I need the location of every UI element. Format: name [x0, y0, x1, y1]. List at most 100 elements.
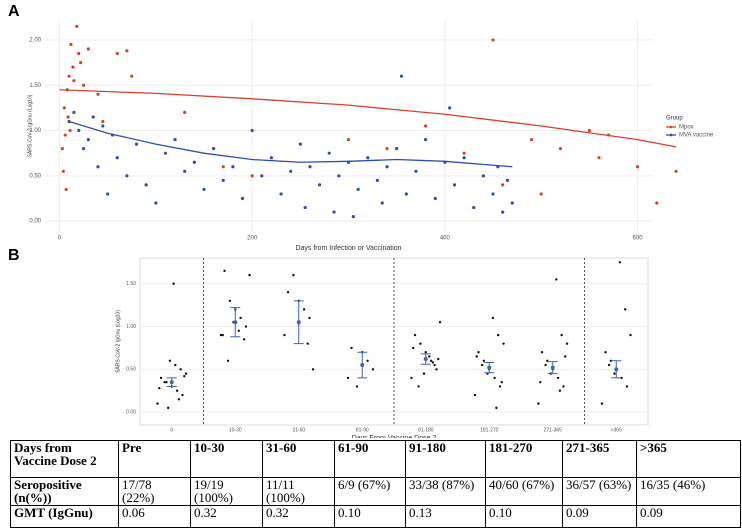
point: [228, 299, 232, 303]
point: [366, 156, 370, 160]
point: [539, 380, 542, 384]
point: [419, 342, 422, 345]
point: [412, 346, 415, 350]
table-cell: 31-60: [262, 440, 335, 478]
table-cell: 0.13: [405, 505, 486, 528]
point: [565, 342, 569, 345]
point: [61, 169, 65, 173]
point: [620, 376, 623, 380]
point: [260, 174, 264, 178]
figure: A B 0.00 0.50 1.00 1.50 2.00 0 200 400 600 Days f…: [8, 3, 714, 438]
point: [448, 106, 452, 110]
table-cell: 0.10: [485, 505, 563, 528]
x-tick-label: 0: [170, 427, 173, 433]
point: [308, 165, 312, 169]
legend-swatch: [669, 125, 673, 129]
point: [433, 363, 436, 367]
point: [562, 385, 565, 388]
point: [125, 49, 129, 53]
point: [101, 124, 105, 128]
point: [493, 376, 496, 380]
x-axis-label: Days From Vaccine Dose 2: [352, 435, 437, 438]
legend-label: MVA vaccine: [679, 133, 714, 139]
point: [371, 368, 375, 371]
point: [422, 372, 426, 375]
point: [587, 128, 591, 133]
table-row: Days from Vaccine Dose 2 Pre 10-30 31-60 61-…: [10, 440, 741, 478]
point: [477, 351, 480, 354]
point: [380, 201, 384, 205]
panel-label: B: [8, 247, 20, 264]
mean: [169, 380, 174, 385]
point: [502, 342, 505, 345]
point: [351, 214, 355, 219]
point: [179, 368, 182, 371]
table-row: Seropositive (n(%)) 17/78 (22%) 19/19 (100…: [10, 477, 741, 506]
x-tick-label: 271-365: [544, 427, 563, 433]
point: [72, 79, 76, 83]
point: [558, 389, 562, 392]
point: [72, 110, 76, 115]
point: [564, 355, 567, 358]
point: [399, 74, 404, 78]
point: [410, 376, 413, 380]
point: [240, 196, 245, 201]
table-cell: 33/38 (87%): [405, 477, 486, 506]
point: [250, 174, 254, 178]
y-tick-label: 0.00: [29, 219, 41, 225]
point: [462, 156, 466, 160]
point: [248, 273, 251, 277]
point: [163, 151, 168, 155]
table-cell: 19/19 (100%): [190, 477, 263, 506]
point: [173, 137, 177, 142]
point: [433, 196, 437, 201]
point: [286, 291, 290, 294]
point: [500, 380, 503, 384]
table-cell: 36/57 (63%): [562, 477, 637, 506]
x-tick-label: 61-90: [356, 427, 369, 433]
point: [163, 380, 166, 384]
point: [505, 178, 510, 182]
point: [283, 333, 286, 337]
point: [158, 386, 161, 390]
point: [69, 42, 73, 47]
table-cell: 91-180: [405, 440, 486, 478]
point: [77, 128, 81, 133]
point: [404, 192, 408, 196]
table-cell: 10-30: [190, 440, 263, 478]
point: [115, 51, 119, 56]
point: [156, 402, 159, 405]
point: [435, 368, 438, 371]
point: [539, 192, 543, 196]
point: [86, 137, 90, 142]
legend-title: Group: [666, 116, 683, 122]
point: [221, 333, 224, 337]
table-cell: 0.09: [562, 505, 637, 528]
mean: [360, 363, 365, 368]
point: [317, 183, 322, 187]
point: [106, 192, 110, 196]
point: [302, 308, 306, 311]
point: [629, 333, 632, 337]
point: [71, 65, 75, 69]
point: [429, 359, 433, 362]
point: [510, 201, 514, 205]
point: [540, 351, 544, 354]
point: [437, 357, 440, 361]
point: [332, 210, 336, 214]
x-tick-label: 600: [633, 236, 644, 242]
mean: [550, 365, 555, 370]
mean: [614, 367, 619, 372]
point: [618, 261, 622, 264]
point: [244, 325, 248, 328]
point: [501, 210, 505, 214]
y-tick-label: 0.00: [126, 409, 136, 415]
x-tick-label: 200: [247, 236, 258, 242]
point: [60, 147, 64, 151]
point: [635, 165, 640, 169]
point: [166, 406, 170, 410]
panel-label: A: [8, 3, 20, 20]
legend-label: Mpox: [679, 125, 694, 131]
point: [560, 333, 563, 337]
